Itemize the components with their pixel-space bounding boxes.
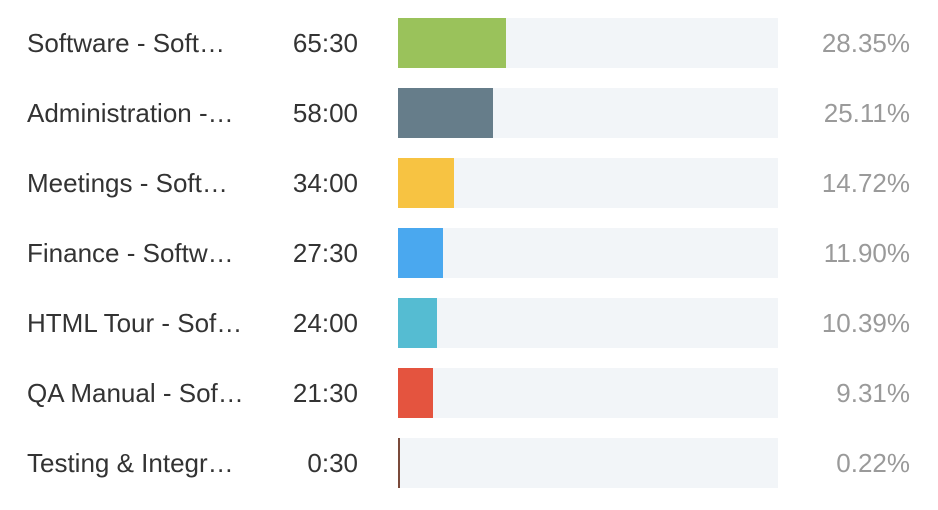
bar-qa-manual: [398, 368, 434, 418]
row-duration: 27:30: [292, 238, 358, 268]
bar-software: [398, 18, 506, 68]
row-percent: 14.72%: [821, 168, 910, 198]
bar-track: [398, 18, 778, 68]
row-percent: 25.11%: [823, 98, 910, 128]
chart-row: Meetings - Soft… 34:00 14.72%: [0, 158, 938, 208]
bar-track: [398, 88, 778, 138]
row-duration: 58:00: [292, 98, 358, 128]
row-duration: 34:00: [292, 168, 358, 198]
row-label: Software - Soft…: [27, 28, 225, 58]
bar-html-tour: [398, 298, 438, 348]
bar-finance: [398, 228, 444, 278]
row-label: Testing & Integr…: [27, 448, 234, 478]
chart-row: Finance - Softw… 27:30 11.90%: [0, 228, 938, 278]
row-label: HTML Tour - Sof…: [27, 308, 243, 338]
bar-track: [398, 438, 778, 488]
chart-row: Software - Soft… 65:30 28.35%: [0, 18, 938, 68]
row-duration: 0:30: [307, 448, 358, 478]
row-label: Finance - Softw…: [27, 238, 234, 268]
bar-track: [398, 228, 778, 278]
chart-row: Administration -… 58:00 25.11%: [0, 88, 938, 138]
bar-track: [398, 368, 778, 418]
bar-meetings: [398, 158, 454, 208]
bar-testing-integration: [398, 438, 400, 488]
chart-row: Testing & Integr… 0:30 0.22%: [0, 438, 938, 488]
row-label: Meetings - Soft…: [27, 168, 228, 198]
row-label: QA Manual - Sof…: [27, 378, 244, 408]
chart-row: QA Manual - Sof… 21:30 9.31%: [0, 368, 938, 418]
bar-administration: [398, 88, 494, 138]
row-percent: 9.31%: [836, 378, 910, 408]
row-duration: 65:30: [292, 28, 358, 58]
row-percent: 11.90%: [823, 238, 910, 268]
bar-track: [398, 298, 778, 348]
chart-row: HTML Tour - Sof… 24:00 10.39%: [0, 298, 938, 348]
row-duration: 24:00: [292, 308, 358, 338]
row-percent: 10.39%: [821, 308, 910, 338]
row-label: Administration -…: [27, 98, 234, 128]
row-percent: 0.22%: [836, 448, 910, 478]
row-duration: 21:30: [292, 378, 358, 408]
bar-track: [398, 158, 778, 208]
row-percent: 28.35%: [821, 28, 910, 58]
